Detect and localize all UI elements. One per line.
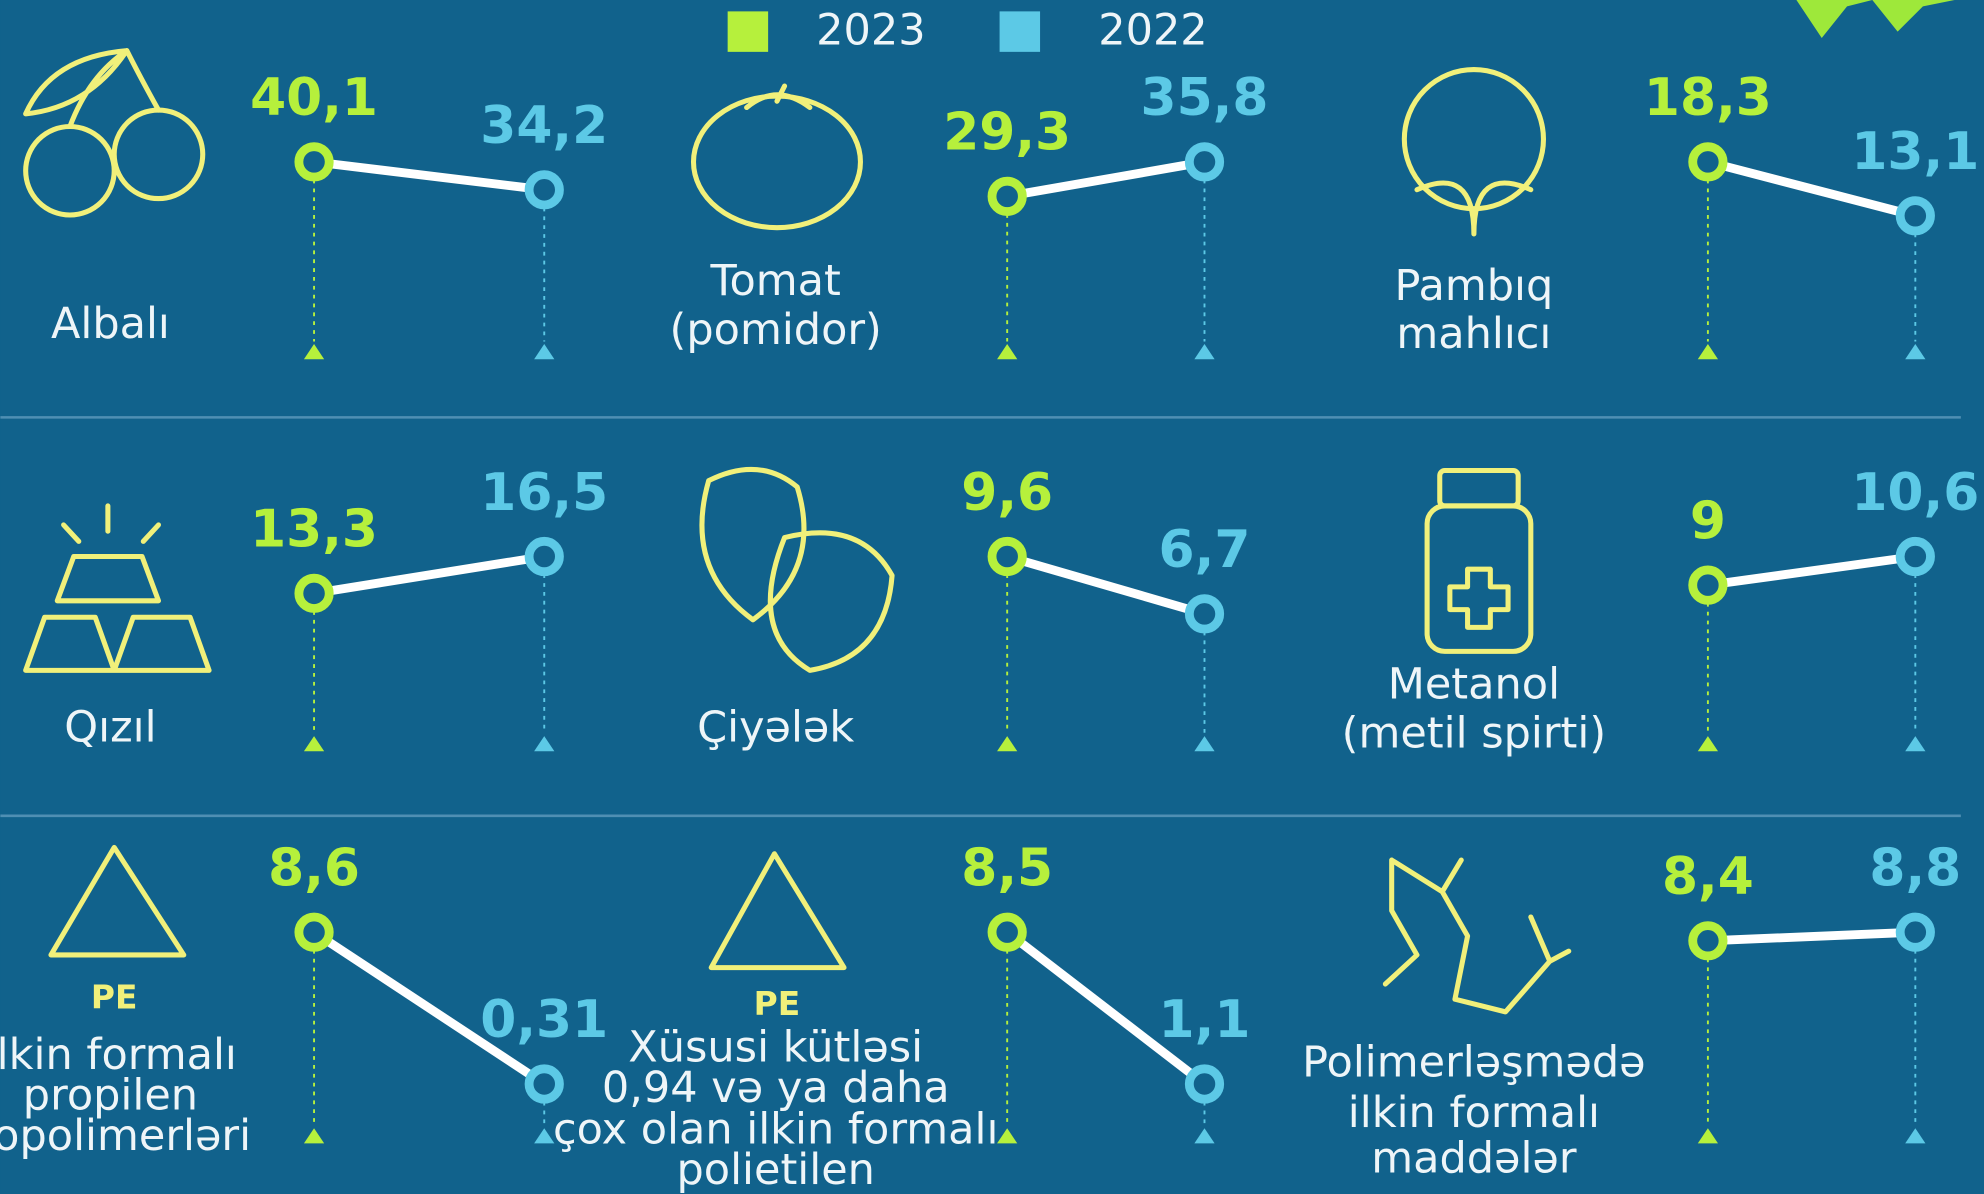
guide-arrow [1194,344,1215,360]
value-label: 9 [1690,491,1726,551]
decoration [1796,0,1955,38]
category-title: 0,94 və ya daha [602,1063,950,1113]
slope-line [1707,552,1916,590]
value-label: 1,1 [1159,990,1251,1050]
legend-swatch [727,11,769,52]
category-title: İlkin formalı [0,1029,237,1080]
value-dot [524,1064,564,1104]
value-label: 10,6 [1851,463,1979,523]
legend-label: 2023 [816,5,925,55]
guide-arrow [303,344,325,360]
slope-line [1707,927,1916,946]
guide-arrow [997,344,1018,360]
category-title: mahlıcı [1396,309,1551,359]
category-title: Polimerləşmədə [1302,1037,1646,1087]
guide-arrow [534,736,555,752]
legend-swatch [999,11,1041,52]
value-label: 13,3 [250,500,378,560]
category-title: Xüsusi kütləsi [628,1022,923,1072]
category-title: Pambıq [1395,261,1554,311]
value-label: 35,8 [1141,68,1269,128]
guide-arrow [1905,1128,1926,1144]
category-title: Metanol [1388,659,1560,709]
guide-arrow [534,1128,555,1144]
guide-arrow [1905,736,1926,752]
value-dot [294,142,334,182]
value-dot [1688,921,1728,961]
value-dot [987,176,1027,216]
value-dot [1895,536,1935,577]
guide-arrow [1697,736,1719,752]
value-label: 0,31 [480,990,608,1050]
icon-text: PE [754,984,801,1023]
value-dot [524,536,564,577]
value-label: 13,1 [1851,122,1979,182]
value-dot [294,573,334,613]
guide-arrow [1905,344,1926,360]
guide-arrow [303,1128,325,1144]
category-title: çox olan ilkin formalı [553,1105,998,1155]
category-title: Albalı [51,299,170,349]
value-label: 8,5 [961,838,1053,898]
guide-arrow [1697,344,1719,360]
value-label: 8,8 [1869,838,1961,898]
value-label: 9,6 [961,463,1053,523]
slope-line [1706,157,1917,221]
value-dot [1184,142,1225,182]
category-title: (metil spirti) [1342,709,1606,759]
value-dot [294,912,334,952]
category-title: kopolimerləri [0,1111,251,1161]
value-dot [1688,565,1728,605]
category-title: polietilen [677,1145,875,1194]
guide-arrow [997,1128,1018,1144]
value-label: 8,4 [1662,847,1754,907]
value-dot [1184,1064,1225,1104]
slope-line [1006,157,1206,201]
value-dot [1895,196,1935,236]
guide-arrow [1697,1128,1719,1144]
value-label: 40,1 [250,68,378,128]
icon-text: PE [91,978,138,1017]
slope-line [311,928,547,1088]
value-label: 8,6 [268,838,360,898]
value-label: 18,3 [1644,68,1772,128]
value-dot [987,536,1027,577]
guide-arrow [303,736,325,752]
slope-line [313,552,545,598]
legend-label: 2022 [1098,5,1207,55]
category-title: Qızıl [64,702,156,752]
value-dot [987,912,1027,952]
value-dot [1895,912,1935,952]
value-dot [524,170,564,210]
category-title: Tomat [710,256,841,306]
slope-line [1005,552,1206,619]
value-label: 16,5 [480,463,608,523]
category-title: Çiyələk [697,702,854,752]
category-title: (pomidor) [670,305,882,355]
value-label: 34,2 [480,96,608,156]
slope-line [313,157,545,195]
value-dot [1184,594,1225,634]
value-label: 29,3 [943,103,1071,163]
category-title: maddələr [1371,1134,1577,1184]
guide-arrow [1194,736,1215,752]
guide-arrow [997,736,1018,752]
icons [23,48,1572,1015]
category-title: ilkin formalı [1348,1088,1600,1138]
guide-arrow [534,344,555,360]
category-title: propilen [23,1070,198,1120]
value-dot [1688,142,1728,182]
guide-arrow [1194,1128,1215,1144]
value-label: 6,7 [1159,520,1251,580]
slope-line [1004,928,1208,1088]
